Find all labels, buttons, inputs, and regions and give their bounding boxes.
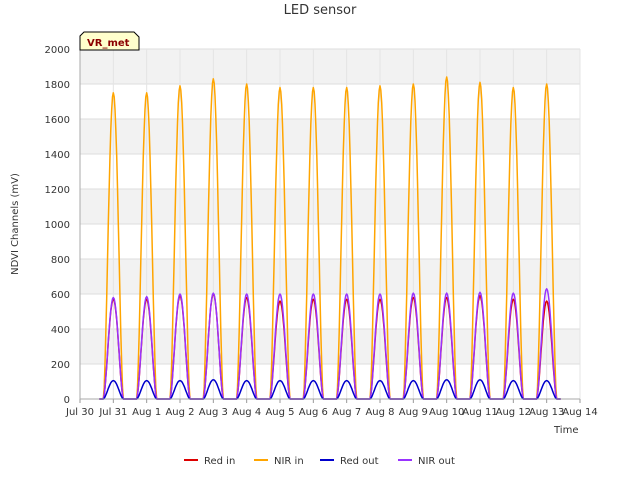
x-tick-label: Aug 14 — [562, 407, 597, 418]
y-tick-label: 400 — [51, 325, 70, 336]
legend-label-nir-in: NIR in — [274, 456, 304, 467]
x-tick-label: Aug 1 — [132, 407, 161, 418]
x-tick-label: Aug 12 — [496, 407, 531, 418]
x-tick-label: Aug 6 — [299, 407, 328, 418]
y-axis: 0 200 400 600 800 1000 1200 1400 1600 1800 2000 — [45, 45, 70, 406]
plot-band — [80, 154, 580, 189]
y-tick-label: 200 — [51, 360, 70, 371]
y-tick-label: 0 — [64, 395, 70, 406]
y-tick-label: 1800 — [45, 80, 70, 91]
plot-band — [80, 84, 580, 119]
plot-band — [80, 189, 580, 224]
legend-label-red-out: Red out — [340, 456, 379, 467]
axes — [79, 49, 581, 403]
plot-band — [80, 49, 580, 84]
plot-band — [80, 119, 580, 154]
y-tick-label: 800 — [51, 255, 70, 266]
y-axis-title: NDVI Channels (mV) — [10, 173, 21, 275]
x-tick-label: Aug 4 — [232, 407, 261, 418]
x-tick-label: Aug 13 — [529, 407, 564, 418]
y-tick-label: 1000 — [45, 220, 70, 231]
x-tick-label: Aug 5 — [265, 407, 294, 418]
x-tick-label: Aug 2 — [165, 407, 194, 418]
y-tick-label: 600 — [51, 290, 70, 301]
plot-band — [80, 224, 580, 259]
y-tick-label: 1200 — [45, 185, 70, 196]
x-tick-label: Aug 8 — [365, 407, 394, 418]
x-tick-label: Aug 9 — [399, 407, 428, 418]
x-tick-label: Aug 11 — [462, 407, 497, 418]
legend-label-nir-out: NIR out — [418, 456, 455, 467]
y-tick-label: 2000 — [45, 45, 70, 56]
plot-area — [80, 49, 580, 399]
y-tick-label: 1400 — [45, 150, 70, 161]
plot-band — [80, 259, 580, 294]
y-tick-label: 1600 — [45, 115, 70, 126]
legend-label-red-in: Red in — [204, 456, 235, 467]
plot-band — [80, 294, 580, 329]
badge-label: VR_met — [87, 38, 130, 49]
plot-band — [80, 364, 580, 399]
x-tick-label: Aug 10 — [429, 407, 464, 418]
legend: Red in NIR in Red out NIR out — [184, 456, 455, 467]
x-tick-label: Jul 30 — [65, 407, 94, 418]
chart-title: LED sensor — [284, 3, 357, 18]
badge: VR_met — [79, 31, 140, 51]
x-tick-label: Jul 31 — [98, 407, 127, 418]
plot-band — [80, 329, 580, 364]
x-tick-label: Aug 7 — [332, 407, 361, 418]
x-tick-label: Aug 3 — [199, 407, 228, 418]
x-axis-title: Time — [553, 425, 578, 436]
badge-box — [79, 31, 140, 51]
x-axis: Jul 30 Jul 31 Aug 1 Aug 2 Aug 3 Aug 4 Aug 5 Aug… — [65, 407, 598, 418]
